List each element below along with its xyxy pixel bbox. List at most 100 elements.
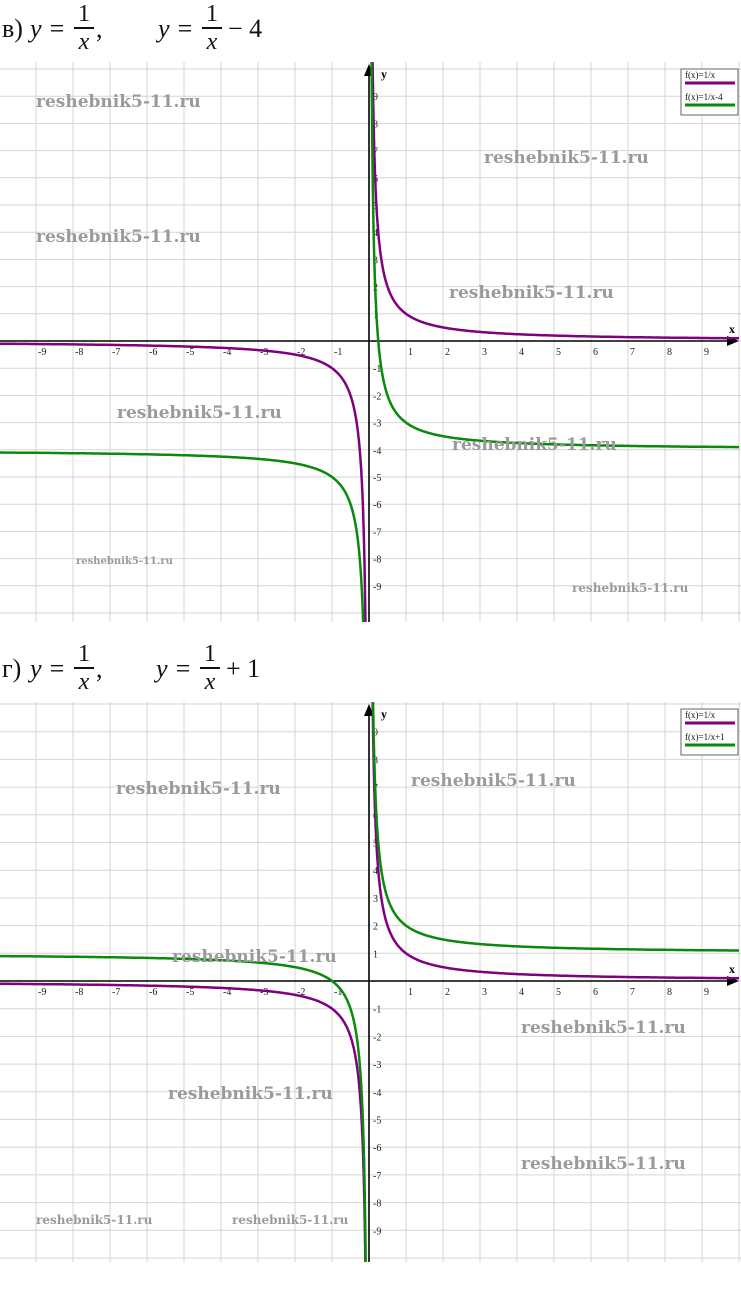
y-tick-label: 9 — [373, 728, 378, 739]
legend: f(x)=1/x f(x)=1/x-4 — [680, 68, 739, 116]
x-tick-label: -5 — [186, 347, 194, 358]
series-line — [0, 982, 367, 1289]
y-tick-label: 3 — [373, 894, 378, 905]
x-tick-label: 7 — [630, 347, 635, 358]
y-tick-label: 4 — [373, 228, 378, 239]
legend-box — [680, 708, 739, 756]
watermark: reshebnik5-11.ru — [521, 1018, 686, 1038]
grid — [0, 62, 741, 622]
y-tick-label: 4 — [373, 866, 378, 877]
y-tick-label: -4 — [373, 1088, 381, 1099]
x-tick-label: 8 — [667, 347, 672, 358]
problem-v-header: в) y = 1 x , y = 1 x − 4 — [0, 0, 741, 60]
watermark: reshebnik5-11.ru — [117, 403, 282, 423]
x-tick-label: -4 — [223, 347, 231, 358]
problem-g-eq2-numerator: 1 — [204, 641, 216, 667]
y-tick-label: -6 — [373, 500, 381, 511]
x-tick-label: 4 — [519, 347, 524, 358]
x-tick-label: -2 — [297, 347, 305, 358]
problem-g-header: г) y = 1 x , y = 1 x + 1 — [0, 640, 741, 700]
problem-v-eq2-lhs: y = — [158, 14, 194, 43]
y-tick-label: 2 — [373, 922, 378, 933]
series-line — [0, 342, 368, 672]
problem-v-eq2-fraction: 1 x — [202, 2, 222, 54]
series-line — [0, 954, 368, 1289]
watermark: reshebnik5-11.ru — [232, 1213, 349, 1227]
x-tick-label: 5 — [556, 347, 561, 358]
x-tick-label: -7 — [112, 347, 120, 358]
x-tick-label: -8 — [75, 347, 83, 358]
x-tick-label: -6 — [149, 987, 157, 998]
problem-g-eq2-lhs: y = — [156, 654, 192, 683]
y-tick-label: -9 — [373, 1226, 381, 1237]
watermark: reshebnik5-11.ru — [452, 435, 617, 455]
problem-v-eq2-numerator: 1 — [206, 1, 218, 27]
x-tick-label: 3 — [482, 347, 487, 358]
x-tick-label: 3 — [482, 987, 487, 998]
y-axis-arrow — [364, 704, 374, 716]
chart-v-svg: x y -9 -8 -7 -6 -5 -4 -3 -2 -1 1 2 3 4 5 6 7 8 9 -9 -8 -7 -6 -5 -… — [0, 15, 741, 672]
y-tick-label: -8 — [373, 1199, 381, 1210]
problem-v-eq1-denominator: x — [78, 28, 90, 55]
chart-g-svg: x y -9 -8 -7 -6 -5 -4 -3 -2 -1 1 2 3 4 5 6 7 8 9 -9 -8 -7 -6 -5 -… — [0, 653, 741, 1289]
chart-g: x y -9 -8 -7 -6 -5 -4 -3 -2 -1 1 2 3 4 5 6 7 8 9 -9 -8 -7 -6 -5 -… — [0, 653, 741, 1289]
watermark: reshebnik5-11.ru — [36, 1213, 153, 1227]
x-tick-label: 2 — [445, 987, 450, 998]
y-tick-label: 1 — [373, 949, 378, 960]
problem-v-eq2-tail: − 4 — [228, 14, 263, 43]
watermark: reshebnik5-11.ru — [411, 771, 576, 791]
problem-g-eq1-fraction: 1 x — [74, 642, 94, 694]
y-tick-label: -9 — [373, 582, 381, 593]
series-1-x-4 — [0, 18, 739, 672]
x-tick-label: 1 — [408, 347, 413, 358]
legend-label: f(x)=1/x-4 — [685, 92, 723, 102]
watermark: reshebnik5-11.ru — [172, 947, 337, 967]
x-tick-label: -4 — [223, 987, 231, 998]
watermark: reshebnik5-11.ru — [449, 283, 614, 303]
legend-box — [680, 68, 739, 116]
y-tick-label: -3 — [373, 419, 381, 430]
y-axis-label: y — [381, 67, 387, 81]
problem-g-eq1-numerator: 1 — [78, 641, 90, 667]
x-tick-label: -6 — [149, 347, 157, 358]
problem-v-eq1-tail: , — [96, 14, 103, 43]
problem-g-eq1-lhs: y = — [30, 654, 66, 683]
x-tick-label: 6 — [593, 987, 598, 998]
y-tick-label: -3 — [373, 1060, 381, 1071]
x-tick-label: 1 — [408, 987, 413, 998]
y-tick-label: 9 — [373, 92, 378, 103]
x-tick-label: -7 — [112, 987, 120, 998]
grid — [0, 702, 741, 1262]
watermark: reshebnik5-11.ru — [484, 148, 649, 168]
x-tick-label: 8 — [667, 987, 672, 998]
fraction-bar — [74, 27, 94, 29]
fraction-bar — [202, 27, 222, 29]
x-tick-label: -9 — [38, 347, 46, 358]
legend-label: f(x)=1/x — [685, 710, 716, 720]
watermark: reshebnik5-11.ru — [572, 581, 689, 595]
x-axis-label: x — [729, 322, 735, 336]
y-tick-label: -6 — [373, 1143, 381, 1154]
problem-g-eq1-denominator: x — [78, 668, 90, 695]
watermark: reshebnik5-11.ru — [36, 227, 201, 247]
y-tick-label: -7 — [373, 1171, 381, 1182]
x-tick-label: 9 — [704, 987, 709, 998]
y-axis-label: y — [381, 707, 387, 721]
series-line — [370, 653, 739, 980]
x-tick-label: 7 — [630, 987, 635, 998]
y-tick-label: -7 — [373, 527, 381, 538]
x-tick-label: -5 — [186, 987, 194, 998]
y-tick-label: -2 — [373, 1032, 381, 1043]
x-tick-label: -3 — [260, 347, 268, 358]
x-tick-label: 6 — [593, 347, 598, 358]
series-1-x — [0, 15, 739, 672]
watermark: reshebnik5-11.ru — [76, 556, 173, 567]
x-tick-label: -1 — [334, 347, 342, 358]
x-tick-label: -2 — [297, 987, 305, 998]
problem-v-label: в) — [2, 14, 23, 43]
series-1-x-1 — [0, 654, 739, 1289]
fraction-bar — [200, 667, 220, 669]
x-axis-label: x — [729, 962, 735, 976]
y-tick-label: -5 — [373, 1116, 381, 1127]
y-tick-label: -2 — [373, 391, 381, 402]
